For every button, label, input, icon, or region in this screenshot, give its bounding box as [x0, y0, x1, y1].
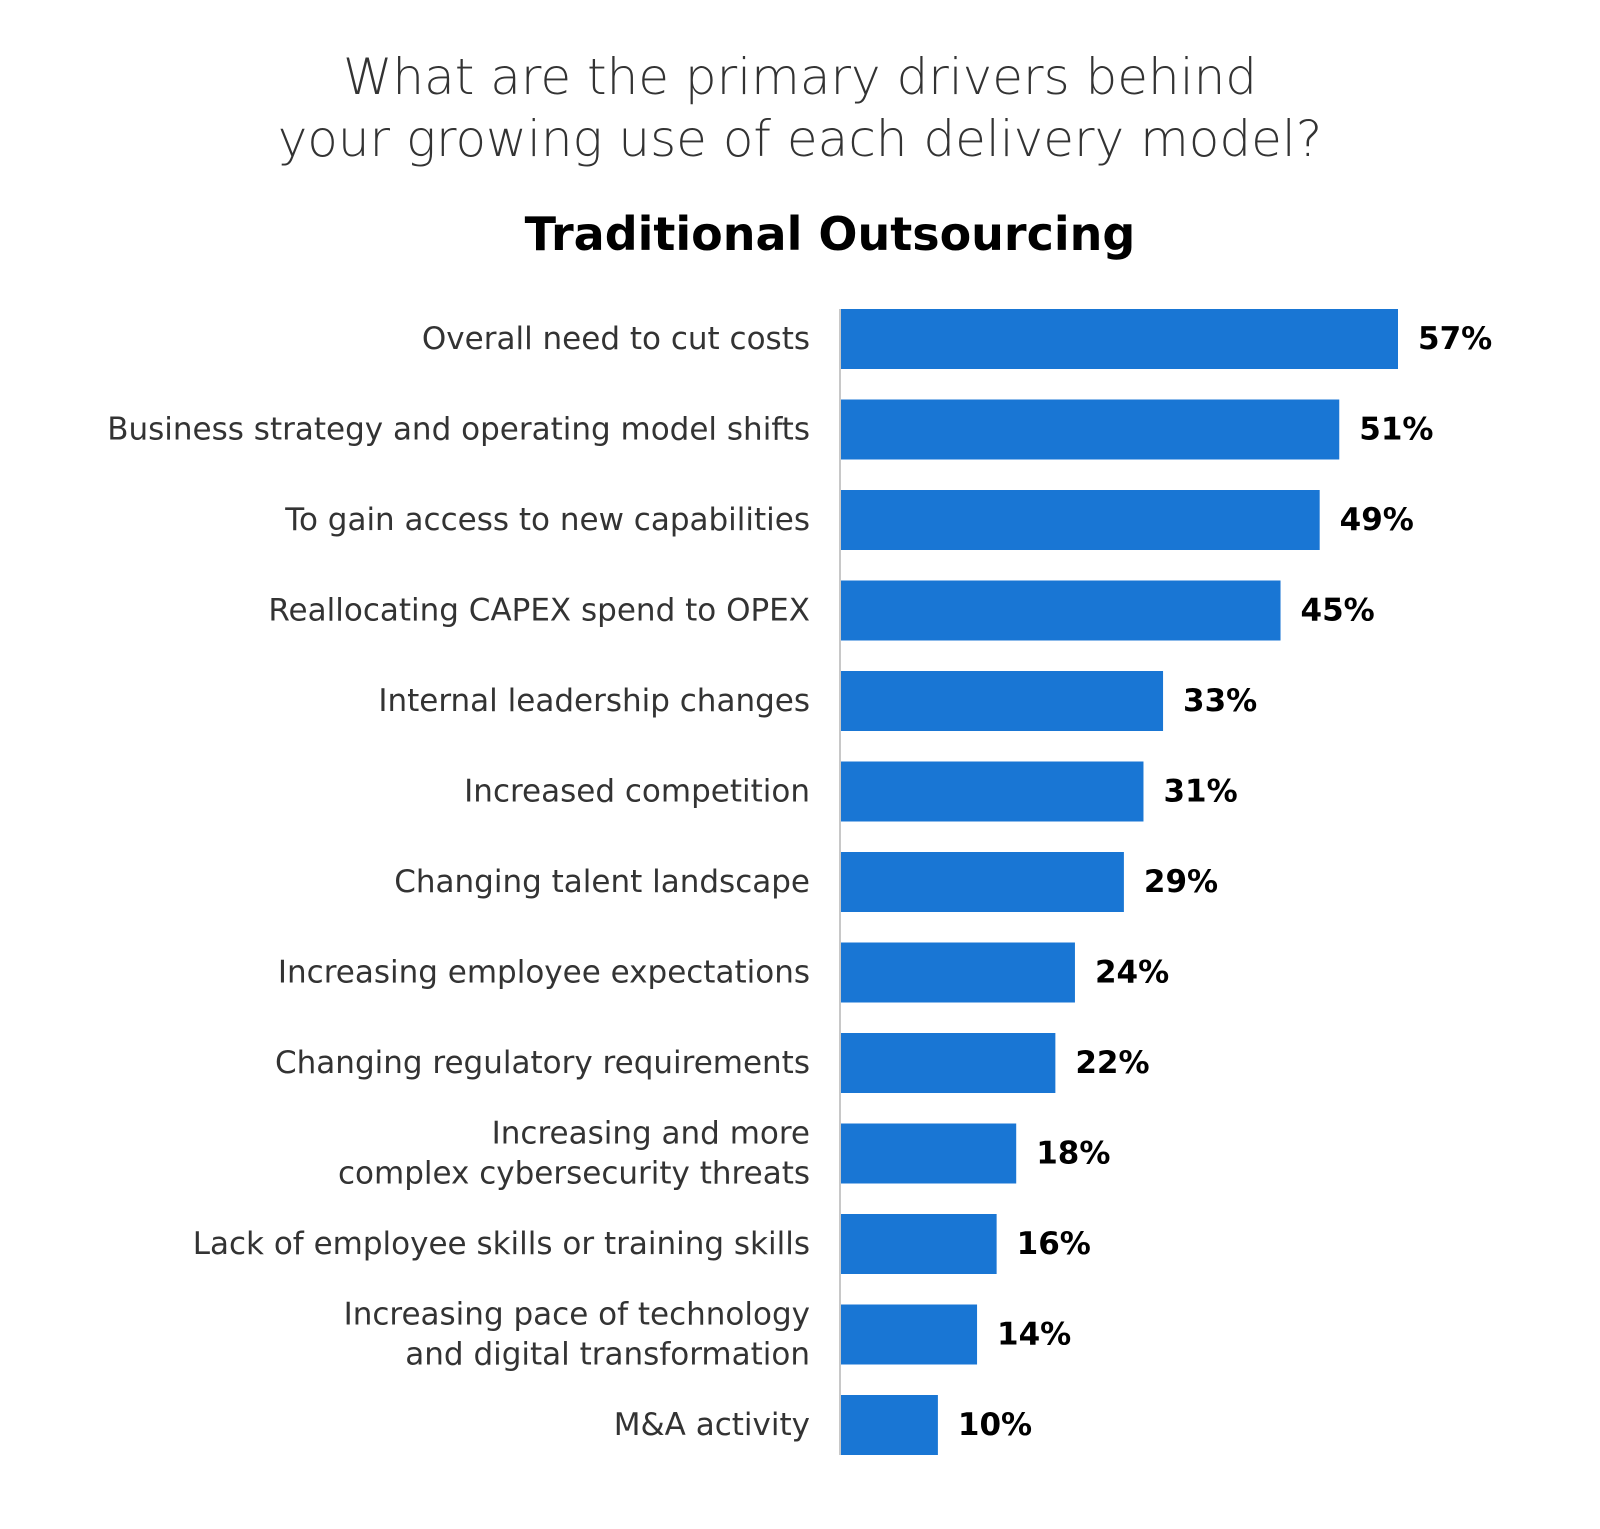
chart-title: What are the primary drivers behind your…: [277, 48, 1323, 168]
category-label: Increasing employee expectations: [278, 955, 810, 991]
value-label: 24%: [1095, 955, 1169, 991]
value-label: 29%: [1144, 864, 1218, 900]
category-label-line: Internal leadership changes: [378, 683, 810, 719]
category-label: Changing talent landscape: [394, 864, 810, 900]
bar: [840, 852, 1124, 912]
value-label: 10%: [958, 1407, 1032, 1443]
value-label: 51%: [1359, 412, 1433, 448]
category-label: Internal leadership changes: [378, 683, 810, 719]
category-label-line: Reallocating CAPEX spend to OPEX: [268, 593, 810, 629]
category-label: To gain access to new capabilities: [284, 502, 810, 538]
bar: [840, 761, 1144, 822]
category-label: Increasing pace of technology and digital…: [344, 1297, 810, 1373]
category-label-line: Increasing and more: [492, 1116, 810, 1152]
bar: [840, 309, 1398, 369]
category-label-line: Increasing employee expectations: [278, 955, 810, 991]
value-label: 57%: [1418, 321, 1492, 357]
value-label: 31%: [1163, 774, 1237, 810]
category-label-line: complex cybersecurity threats: [338, 1156, 810, 1192]
value-label: 49%: [1340, 502, 1414, 538]
category-label-line: To gain access to new capabilities: [284, 502, 810, 538]
value-label: 16%: [1017, 1226, 1091, 1262]
value-label: 18%: [1036, 1136, 1110, 1172]
bar: [840, 1214, 997, 1274]
bar: [840, 399, 1340, 460]
bar: [840, 671, 1164, 731]
category-label: Overall need to cut costs: [422, 321, 810, 357]
category-label-line: Changing talent landscape: [394, 864, 810, 900]
category-label-line: Changing regulatory requirements: [275, 1045, 810, 1081]
bar: [840, 490, 1320, 550]
category-label-line: and digital transformation: [405, 1337, 810, 1373]
category-label: Changing regulatory requirements: [275, 1045, 810, 1081]
bar: [840, 580, 1281, 641]
labels-layer: 57% Overall need to cut costs 51% Business …: [107, 321, 1492, 1443]
value-label: 45%: [1301, 593, 1375, 629]
category-label-line: Increasing pace of technology: [344, 1297, 810, 1333]
bar: [840, 1123, 1017, 1184]
category-label: Increased competition: [464, 774, 810, 810]
category-label: Business strategy and operating model sh…: [107, 412, 810, 448]
bar: [840, 1395, 938, 1455]
value-label: 14%: [997, 1317, 1071, 1353]
category-label-line: M&A activity: [614, 1407, 810, 1443]
category-label: Lack of employee skills or training skil…: [193, 1226, 810, 1262]
chart-subtitle: Traditional Outsourcing: [524, 207, 1136, 261]
category-label: Increasing and more complex cybersecurity…: [338, 1116, 810, 1192]
category-label-line: Overall need to cut costs: [422, 321, 810, 357]
value-label: 33%: [1183, 683, 1257, 719]
category-label-line: Increased competition: [464, 774, 810, 810]
category-label-line: Lack of employee skills or training skil…: [193, 1226, 810, 1262]
category-label-line: Business strategy and operating model sh…: [107, 412, 810, 448]
category-label: M&A activity: [614, 1407, 810, 1443]
bar: [840, 942, 1075, 1003]
bars-layer: [840, 309, 1398, 1455]
value-label: 22%: [1075, 1045, 1149, 1081]
bar: [840, 1304, 978, 1365]
bar: [840, 1033, 1056, 1093]
category-label: Reallocating CAPEX spend to OPEX: [268, 593, 810, 629]
